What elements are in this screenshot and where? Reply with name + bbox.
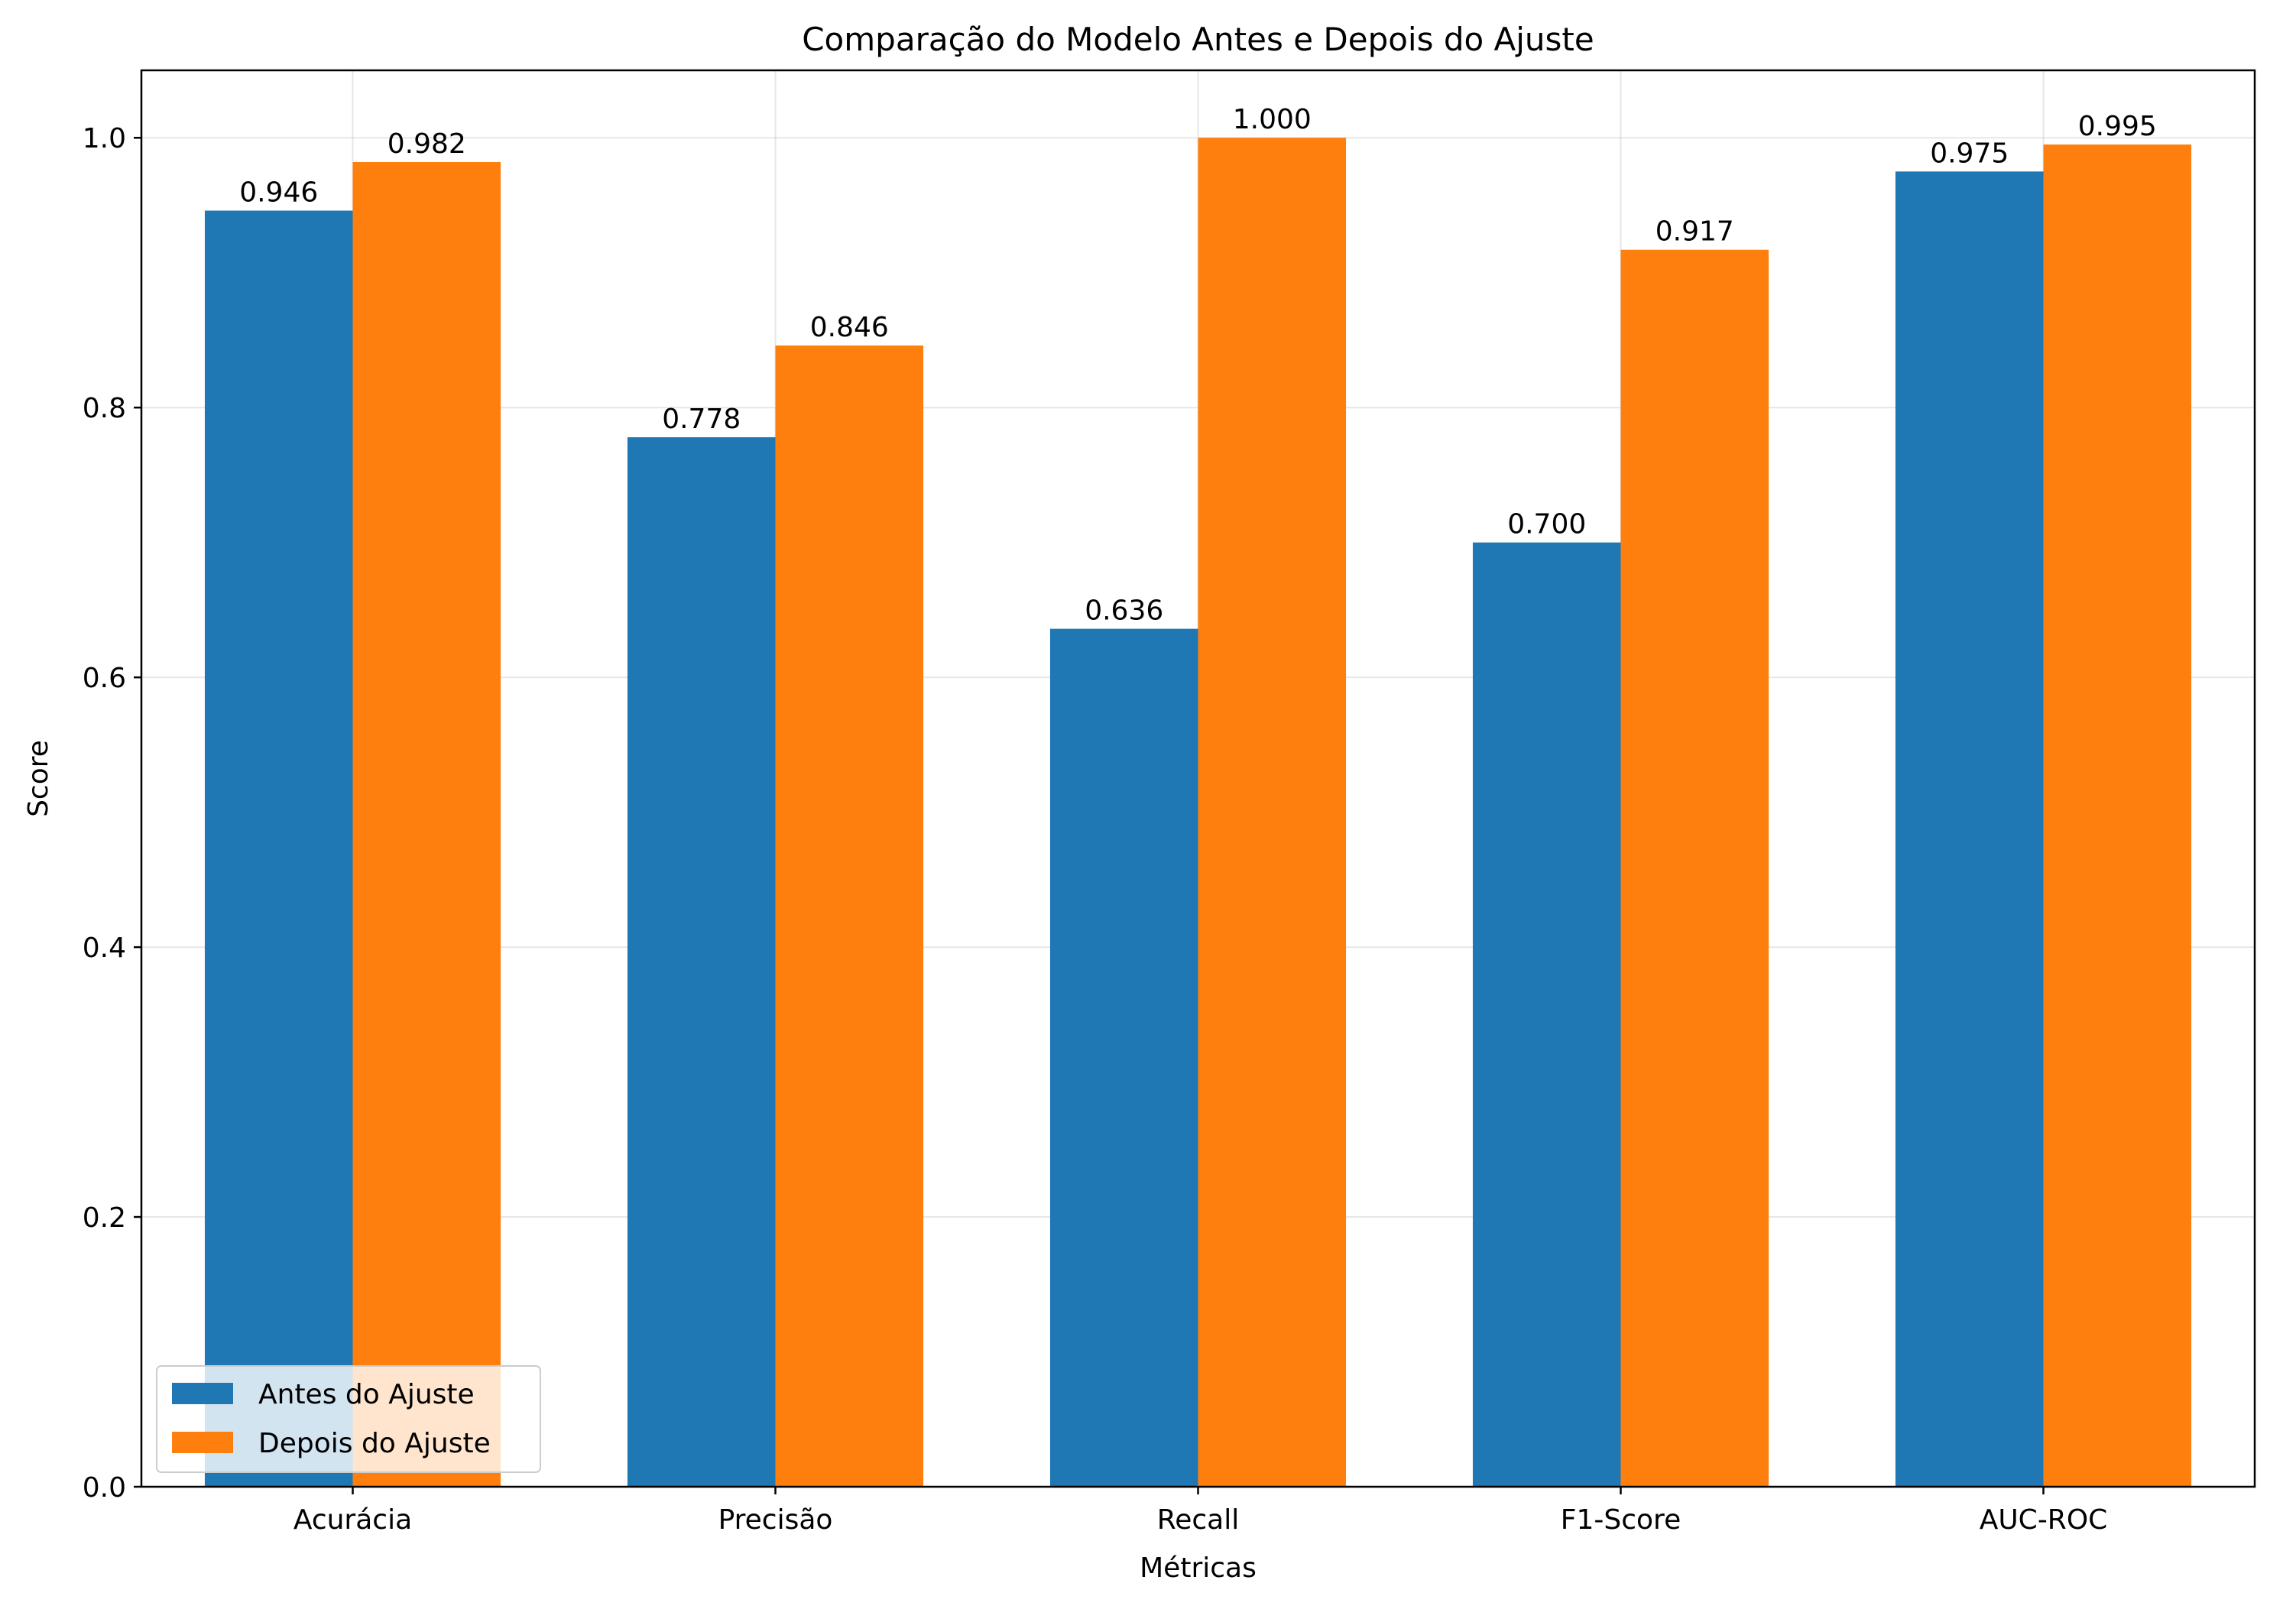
bar-antes xyxy=(1895,171,2044,1487)
bar-depois xyxy=(2043,144,2192,1488)
chart-title: Comparação do Modelo Antes e Depois do A… xyxy=(802,21,1594,58)
x-axis: Acurácia Precisão Recall F1-Score AUC-ROC xyxy=(293,1487,2107,1536)
x-tick-label: F1-Score xyxy=(1561,1504,1681,1536)
bar-value-label: 0.975 xyxy=(1930,138,2009,169)
y-tick-label: 0.6 xyxy=(83,663,126,694)
x-axis-label: Métricas xyxy=(1140,1552,1257,1584)
x-tick-label: Precisão xyxy=(718,1504,833,1536)
bar-antes xyxy=(627,437,776,1487)
bar-value-label: 0.982 xyxy=(388,128,466,160)
bar-antes xyxy=(1049,628,1198,1487)
bar-antes xyxy=(1472,542,1621,1487)
bar-value-label: 1.000 xyxy=(1233,104,1312,135)
bar-value-label: 0.946 xyxy=(239,177,318,209)
y-tick-label: 0.0 xyxy=(83,1472,126,1504)
bar-value-label: 0.700 xyxy=(1507,509,1586,540)
bar-value-label: 0.846 xyxy=(810,312,889,343)
x-tick-label: AUC-ROC xyxy=(1980,1504,2108,1536)
bar-value-label: 0.917 xyxy=(1656,216,1734,248)
bar-depois xyxy=(1198,138,1347,1488)
y-axis: 0.0 0.2 0.4 0.6 0.8 1.0 xyxy=(83,123,141,1504)
legend-box xyxy=(156,1365,541,1473)
legend: Antes do Ajuste Depois do Ajuste xyxy=(156,1365,541,1473)
bar-depois xyxy=(1620,249,1769,1487)
bar-depois xyxy=(775,346,924,1487)
y-axis-label: Score xyxy=(23,740,54,817)
y-tick-label: 0.8 xyxy=(83,393,126,424)
y-tick-label: 0.4 xyxy=(83,933,126,964)
legend-swatch xyxy=(172,1383,233,1404)
bars xyxy=(204,138,2192,1488)
bar-depois xyxy=(352,162,501,1488)
bar-value-label: 0.636 xyxy=(1085,595,1163,627)
legend-label: Antes do Ajuste xyxy=(258,1379,475,1410)
bar-value-label: 0.995 xyxy=(2078,111,2157,142)
legend-swatch xyxy=(172,1432,233,1453)
x-tick-label: Acurácia xyxy=(293,1504,412,1536)
y-tick-label: 0.2 xyxy=(83,1202,126,1234)
bar-value-label: 0.778 xyxy=(662,404,741,435)
x-tick-label: Recall xyxy=(1157,1504,1239,1536)
legend-label: Depois do Ajuste xyxy=(258,1428,491,1459)
bar-antes xyxy=(204,210,353,1487)
y-tick-label: 1.0 xyxy=(83,123,126,154)
value-labels: 0.946 0.778 0.636 0.700 0.975 0.982 0.846 1.000… xyxy=(239,104,2157,626)
